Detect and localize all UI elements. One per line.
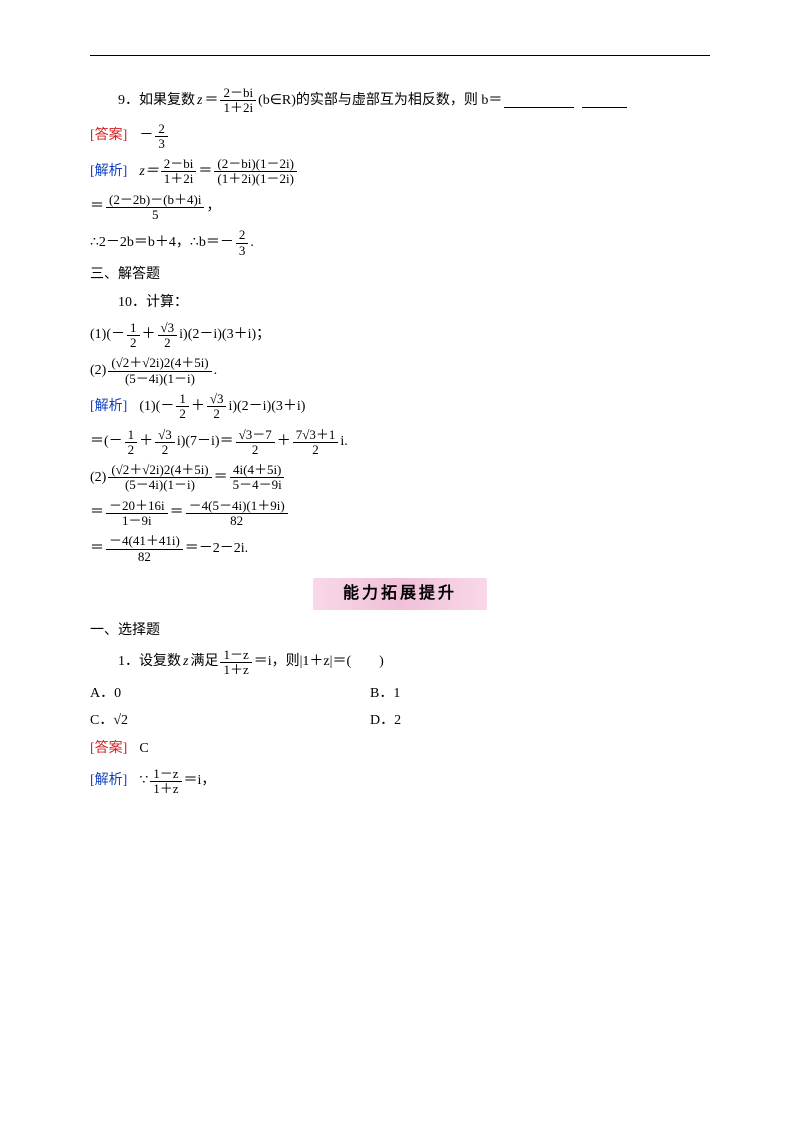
q10-a-l5-f1: －4(41＋41i) 82 [106,534,183,564]
q9-a-l2-frac: (2－2b)－(b＋4)i 5 [106,193,204,223]
analysis-label: [解析] [90,161,127,183]
q10-p1-f2: √3 2 [158,321,178,351]
q1-a-frac: 1－z 1＋z [150,767,181,797]
q10-a-l5: ＝ －4(41＋41i) 82 ＝－2－2i. [90,534,710,564]
analysis-label: [解析] [90,396,127,418]
q9-analysis-l3: ∴2－2b＝b＋4，∴b＝－ 2 3 . [90,228,710,258]
choice-c: C．√2 [90,710,370,732]
q9-blank2 [582,94,627,108]
banner: 能力拓展提升 [90,578,710,610]
q9-ans-neg: － [139,125,153,147]
q9-a-l3-pre: ∴2－2b＝b＋4，∴b＝－ [90,232,234,254]
q9-analysis-l2: ＝ (2－2b)－(b＋4)i 5 ， [90,193,710,223]
q1-choices-row1: A．0 B．1 [90,683,570,705]
q9-stem: 9．如果复数 z ＝ 2－bi 1＋2i (b∈R)的实部与虚部互为相反数，则 … [90,86,710,116]
section-1-title: 一、选择题 [90,620,710,642]
q10-a-l1-f2: √3 2 [207,392,227,422]
q1-analysis-line: [解析] ∵ 1－z 1＋z ＝i， [90,767,710,797]
q9-answer-line: [答案] － 2 3 [90,122,710,152]
q10-a-l1: [解析] (1)(－ 1 2 ＋ √3 2 i)(2－i)(3＋i) [90,392,710,422]
q10-a-l4-f2: －4(5－4i)(1＋9i) 82 [186,499,288,529]
q9-ans-frac: 2 3 [155,122,168,152]
q9-label: 9．如果复数 [118,90,195,112]
q1-ans-val: C [139,738,148,760]
q9-a-l2-suf: ， [206,196,220,218]
q9-var: z [197,90,202,112]
q9-a-lead: z＝ [139,161,158,183]
analysis-label: [解析] [90,770,127,792]
top-rule [90,55,710,56]
answer-label: [答案] [90,125,127,147]
q9-eq: ＝ [204,90,218,112]
q10-a-l1-f1: 1 2 [176,392,189,422]
q9-cond: (b∈R)的实部与虚部互为相反数，则 b＝ [258,90,502,112]
q9-a-l3-suf: . [250,232,254,254]
q10-a-l3-f1: (√2＋√2i)2(4＋5i) (5－4i)(1－i) [108,463,211,493]
q1-frac: 1－z 1＋z [220,648,251,678]
choice-d: D．2 [370,710,570,732]
q9-frac: 2－bi 1＋2i [220,86,256,116]
q9-analysis-l1: [解析] z＝ 2－bi 1＋2i ＝ (2－bi)(1－2i) (1＋2i)(… [90,157,710,187]
section-3-title: 三、解答题 [90,264,710,286]
answer-label: [答案] [90,738,127,760]
q10-p1-f1: 1 2 [127,321,140,351]
q10-a-l3: (2) (√2＋√2i)2(4＋5i) (5－4i)(1－i) ＝ 4i(4＋5… [90,463,710,493]
choice-b: B．1 [370,683,570,705]
q1-answer-line: [答案] C [90,738,710,760]
q10-a-l4: ＝ －20＋16i 1－9i ＝ －4(5－4i)(1＋9i) 82 [90,499,710,529]
q10-a-l2-f3: √3－7 2 [236,428,275,458]
q10-label: 10．计算： [90,292,710,314]
choice-a: A．0 [90,683,370,705]
q10-a-l2-f1: 1 2 [125,428,138,458]
q10-a-l2-f4: 7√3＋1 2 [293,428,339,458]
q9-a-l2-pre: ＝ [90,196,104,218]
q10-a-l4-f1: －20＋16i 1－9i [106,499,168,529]
q1-choices-row2: C．√2 D．2 [90,710,570,732]
q9-a-f2: (2－bi)(1－2i) (1＋2i)(1－2i) [214,157,297,187]
q10-a-l2-f2: √3 2 [155,428,175,458]
q10-a-l3-f2: 4i(4＋5i) 5－4－9i [230,463,285,493]
q9-a-eq: ＝ [198,161,212,183]
banner-text: 能力拓展提升 [313,578,487,610]
q10-a-l2: ＝(－ 1 2 ＋ √3 2 i)(7－i)＝ √3－7 2 ＋ 7√3＋1 2… [90,428,710,458]
q9-a-l3-frac: 2 3 [236,228,249,258]
q10-p2: (2) (√2＋√2i)2(4＋5i) (5－4i)(1－i) . [90,356,710,386]
q9-a-f1: 2－bi 1＋2i [161,157,197,187]
q10-p1: (1)(－ 1 2 ＋ √3 2 i)(2－i)(3＋i)； [90,321,710,351]
q1-stem: 1．设复数 z 满足 1－z 1＋z ＝i，则|1＋z|＝( ) [90,648,710,678]
q9-blank1 [504,94,574,108]
q10-p2-frac: (√2＋√2i)2(4＋5i) (5－4i)(1－i) [108,356,211,386]
